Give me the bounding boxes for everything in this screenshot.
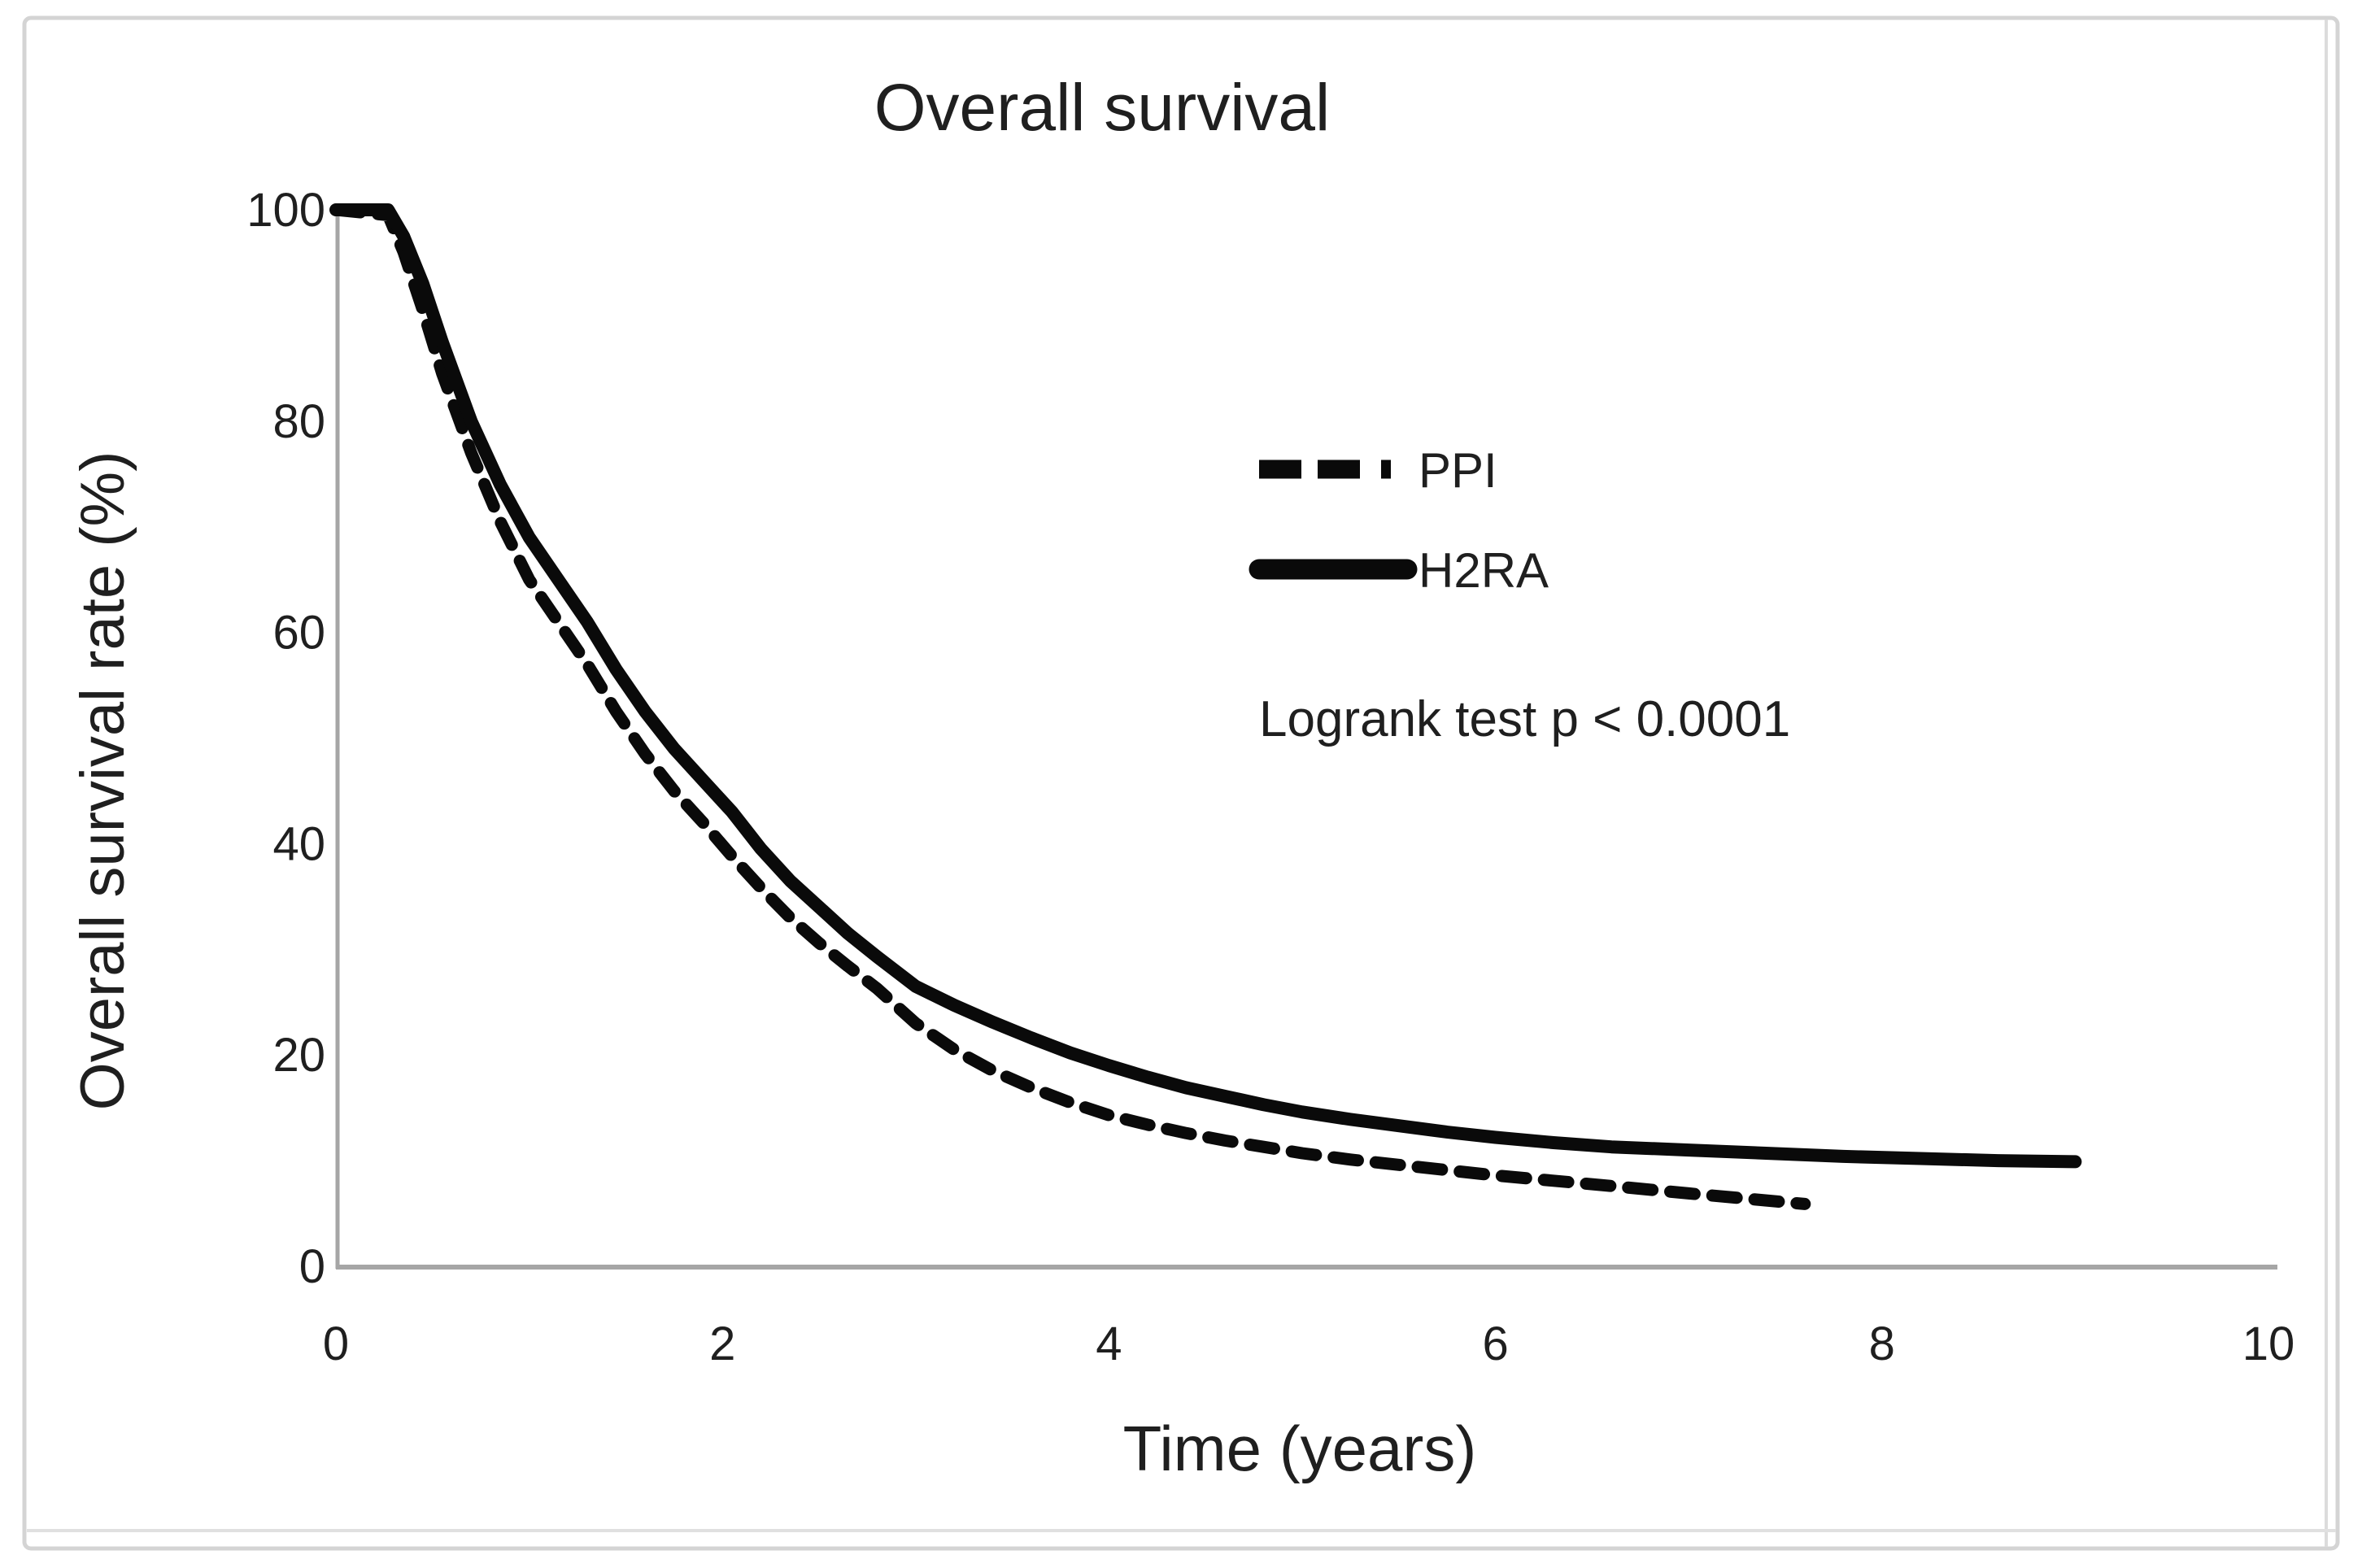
- logrank-annotation: Logrank test p < 0.0001: [1259, 691, 1790, 747]
- y-axis-tick-labels: 0 20 40 60 80 100: [246, 184, 325, 1293]
- legend-ppi-label: PPI: [1419, 443, 1497, 498]
- curve-ppi: [329, 203, 1811, 1210]
- y-tick-label: 60: [272, 607, 325, 660]
- y-tick-label: 40: [272, 817, 325, 870]
- x-tick-label: 2: [709, 1318, 735, 1370]
- y-tick-label: 80: [272, 395, 325, 448]
- survival-curves: [329, 203, 2082, 1210]
- x-tick-label: 10: [2242, 1318, 2295, 1370]
- x-axis-tick-labels: 0 2 4 6 8 10: [323, 1318, 2294, 1370]
- x-tick-label: 4: [1096, 1318, 1122, 1370]
- chart-title: Overall survival: [874, 71, 1330, 145]
- x-tick-label: 6: [1482, 1318, 1508, 1370]
- y-tick-label: 0: [299, 1240, 325, 1293]
- figure-border: [22, 15, 2340, 1551]
- y-tick-label: 20: [272, 1029, 325, 1082]
- curve-h2ra: [329, 203, 2082, 1169]
- x-axis-title: Time (years): [1123, 1413, 1477, 1484]
- legend-h2ra-label: H2RA: [1419, 543, 1549, 598]
- y-axis-title: Overall survival rate (%): [68, 451, 137, 1111]
- x-tick-label: 8: [1869, 1318, 1895, 1370]
- y-tick-label: 100: [246, 184, 325, 237]
- x-tick-label: 0: [323, 1318, 349, 1370]
- legend: PPI H2RA Logrank test p < 0.0001: [1249, 443, 1790, 747]
